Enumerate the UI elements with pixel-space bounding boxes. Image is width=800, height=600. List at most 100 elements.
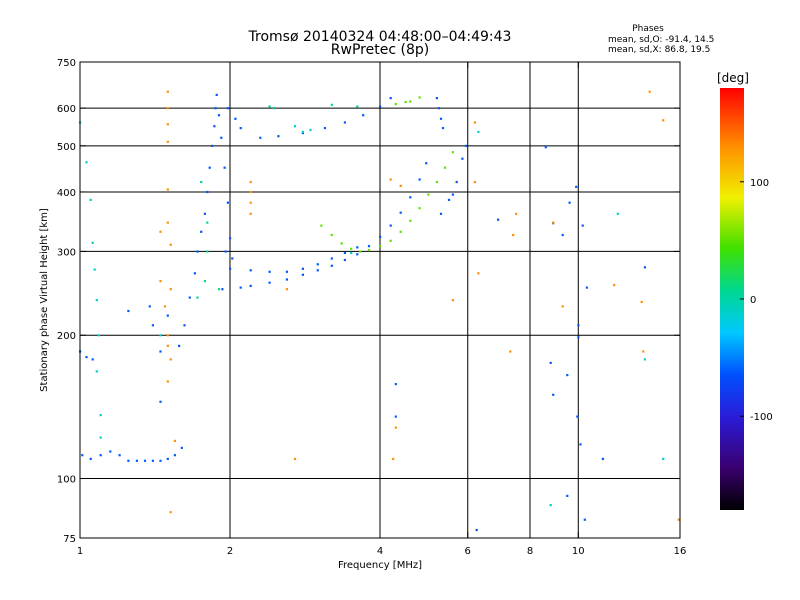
data-point: [447, 198, 451, 201]
data-point: [389, 97, 392, 100]
axis-layer: 1 2 4 6 8 10 16 75 100 200 300 400 500 600 750: [57, 58, 686, 557]
data-point: [166, 188, 169, 191]
data-point: [169, 358, 172, 361]
data-point: [215, 93, 218, 96]
data-point: [473, 180, 476, 184]
data-point: [166, 107, 169, 110]
data-point: [477, 272, 480, 275]
data-point: [399, 211, 402, 214]
data-point: [367, 245, 371, 248]
data-point: [404, 101, 407, 104]
colorbar-label: [deg]: [717, 71, 749, 85]
data-point: [81, 454, 84, 457]
data-point: [301, 273, 304, 276]
data-point: [293, 125, 297, 128]
data-point: [577, 324, 580, 327]
stats-line-o: mean, sd,O: -91.4, 14.5: [608, 35, 714, 45]
data-point: [229, 237, 232, 240]
y-tick-label: 100: [57, 475, 76, 486]
data-point: [601, 457, 604, 460]
data-point: [226, 201, 229, 204]
data-point: [549, 361, 552, 364]
chart-title: Tromsø 20140324 04:48:00–04:49:43: [248, 29, 512, 45]
data-point: [206, 250, 209, 253]
data-point: [166, 314, 169, 317]
data-point: [394, 415, 397, 418]
data-point: [475, 528, 478, 532]
data-point: [159, 400, 162, 403]
data-point: [356, 246, 359, 249]
data-point: [585, 286, 588, 289]
data-point: [367, 249, 371, 252]
grid-layer: [80, 62, 680, 538]
data-point: [568, 201, 571, 204]
y-tick-label: 750: [57, 58, 76, 69]
data-point: [178, 344, 181, 347]
data-point: [226, 107, 229, 110]
data-point: [389, 178, 392, 181]
data-point: [439, 117, 443, 120]
data-point: [301, 132, 304, 135]
data-point: [435, 180, 438, 184]
data-point: [159, 230, 162, 233]
data-point: [206, 221, 209, 224]
colorbar-ticks: -100 0 100: [740, 178, 773, 423]
data-point: [552, 221, 555, 224]
data-point: [249, 284, 252, 287]
data-point: [394, 103, 397, 106]
data-point: [93, 268, 96, 271]
data-point: [285, 288, 288, 291]
data-point: [169, 288, 172, 291]
data-point: [577, 336, 580, 339]
x-tick-label: 8: [527, 546, 533, 557]
points-layer: [79, 90, 680, 532]
data-point: [441, 127, 445, 130]
data-point: [301, 267, 304, 270]
colorbar-tick-label: -100: [750, 412, 773, 423]
data-point: [330, 257, 333, 260]
x-tick-label: 2: [227, 546, 233, 557]
data-point: [166, 123, 169, 126]
data-point: [461, 157, 464, 160]
data-point: [418, 178, 421, 181]
data-point: [272, 107, 276, 110]
data-point: [173, 454, 176, 457]
data-point: [561, 305, 564, 308]
data-point: [196, 250, 199, 253]
data-point: [259, 136, 262, 139]
data-point: [214, 107, 217, 110]
data-point: [220, 136, 223, 139]
data-point: [356, 253, 359, 256]
data-point: [166, 140, 169, 143]
data-point: [323, 127, 326, 130]
data-point: [451, 151, 454, 154]
data-point: [343, 251, 346, 254]
x-tick-label: 16: [674, 546, 687, 557]
data-point: [188, 296, 191, 299]
data-point: [221, 288, 224, 291]
data-point: [575, 185, 578, 188]
data-point: [135, 459, 138, 462]
data-point: [169, 243, 172, 246]
data-point: [234, 117, 237, 120]
data-point: [166, 457, 169, 460]
data-point: [217, 288, 221, 291]
data-point: [544, 146, 547, 149]
stats-heading: Phases: [632, 24, 664, 34]
data-point: [200, 230, 203, 233]
data-point: [85, 161, 88, 164]
data-point: [427, 193, 430, 196]
data-point: [439, 212, 443, 215]
data-point: [159, 334, 162, 337]
stats-line-x: mean, sd,X: 86.8, 19.5: [608, 45, 710, 55]
data-point: [249, 269, 252, 272]
data-point: [497, 218, 500, 221]
data-point: [249, 201, 252, 204]
data-point: [330, 233, 333, 237]
data-point: [249, 190, 252, 194]
data-point: [206, 190, 209, 194]
data-point: [268, 105, 271, 108]
data-point: [455, 180, 458, 184]
data-point: [89, 198, 92, 201]
